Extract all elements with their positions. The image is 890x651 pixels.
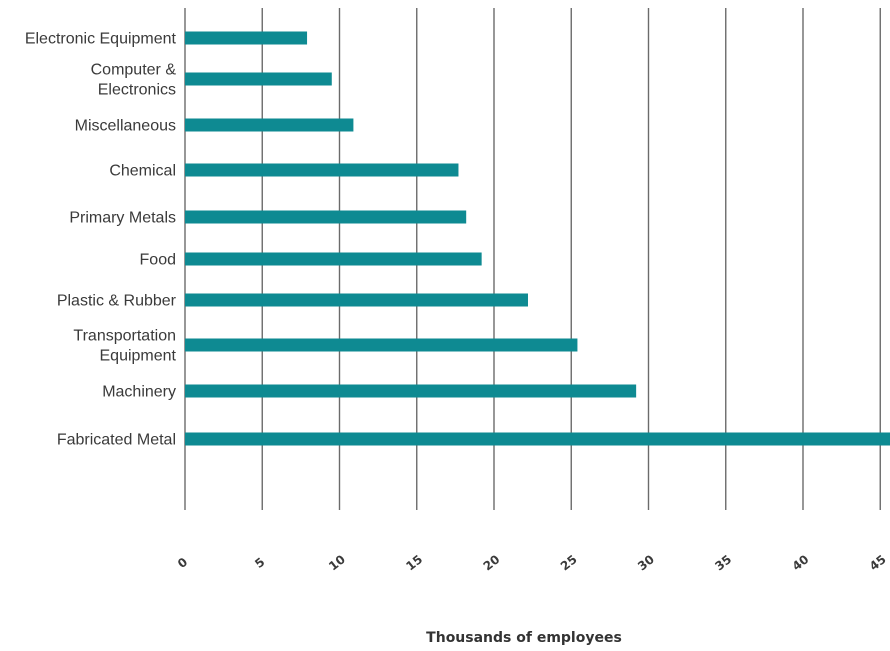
bar-machinery [185,384,637,398]
bar-food [185,252,482,266]
x-tick-labels: 0 5 10 15 20 25 30 35 40 45 [175,552,889,573]
bar-chemical [185,163,459,177]
x-tick-label-0: 0 [175,555,190,571]
category-label: Machinery [102,384,176,401]
category-label: Electronic Equipment [25,31,177,48]
category-label: Plastic & Rubber [57,293,177,310]
category-label: Chemical [109,163,176,180]
x-tick-label-35: 35 [712,552,734,573]
x-tick-label-45: 45 [867,552,889,573]
gridlines [184,8,881,510]
category-label: Computer & Electronics [91,62,177,99]
bar-miscellaneous [185,118,354,132]
x-tick-label-25: 25 [558,552,580,573]
category-label: Food [140,252,176,269]
x-tick-label-15: 15 [403,552,425,573]
x-tick-label-40: 40 [790,552,812,573]
bar-primary-metals [185,210,467,224]
x-tick-label-30: 30 [635,552,657,573]
bar-computer-electronics [185,72,332,86]
category-labels: Electronic Equipment Computer & Electronic… [25,31,177,449]
category-label: Transportation Equipment [73,328,176,365]
category-label: Miscellaneous [75,118,176,135]
category-label: Fabricated Metal [57,432,176,449]
bar-plastic-rubber [185,293,528,307]
bar-electronic-equipment [185,31,308,45]
category-label: Primary Metals [69,210,176,227]
bar-fabricated-metal [185,432,890,446]
x-axis-label: Thousands of employees [426,630,622,646]
bar-transportation-equipment [185,338,578,352]
x-tick-label-10: 10 [326,552,348,573]
x-tick-label-5: 5 [252,555,267,571]
x-tick-label-20: 20 [481,552,503,573]
bars [185,31,890,446]
